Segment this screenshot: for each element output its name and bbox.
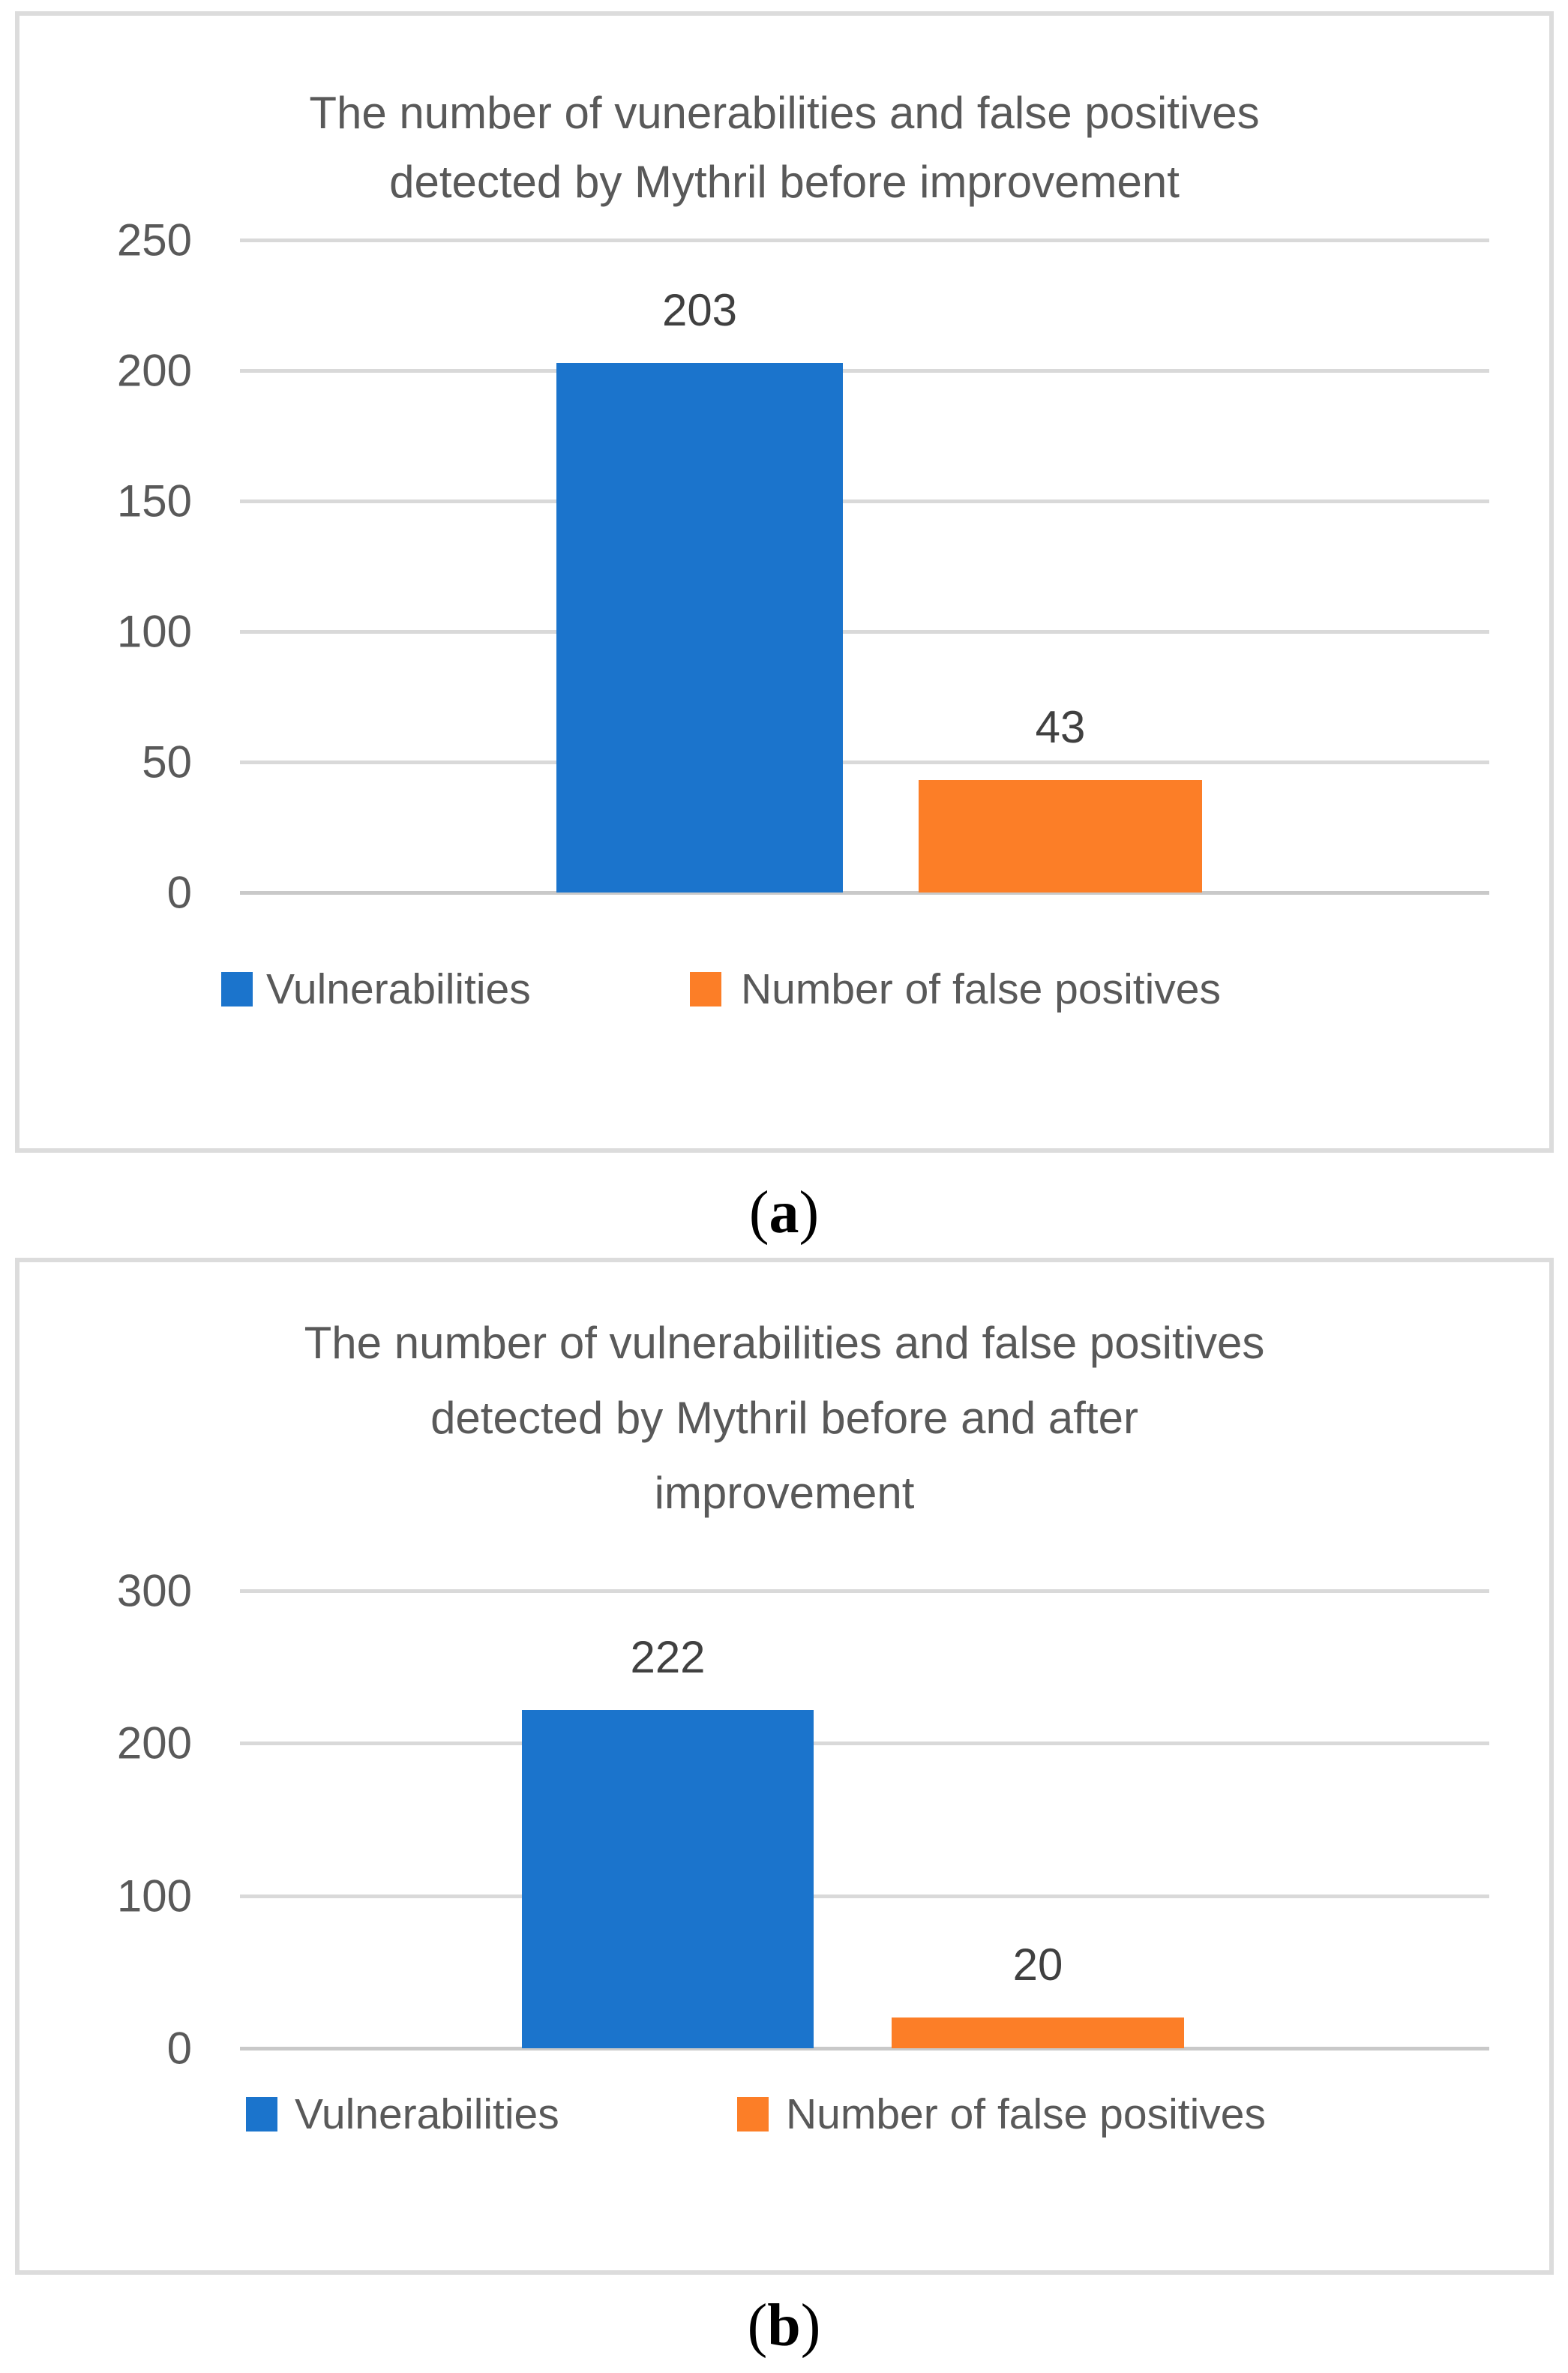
y-tick-label: 0 (166, 867, 192, 918)
legend-label: Vulnerabilities (295, 2090, 559, 2138)
gridline (240, 369, 1489, 373)
plot-area: 0 50 100 150 200 250 203 43 (117, 215, 1489, 918)
y-tick-label: 100 (116, 1870, 192, 1922)
gridline (240, 238, 1489, 242)
data-label: 203 (661, 284, 738, 335)
caption-a: (a) (0, 1179, 1568, 1262)
bar-vulnerabilities (556, 362, 843, 892)
gridline (240, 1894, 1489, 1898)
bar-number-of-false-positives (892, 2018, 1184, 2048)
caption-close-paren: ) (799, 1180, 820, 1246)
y-tick-label: 300 (116, 1565, 192, 1616)
data-label: 20 (1012, 1940, 1063, 1990)
y-tick-label: 0 (166, 2023, 192, 2074)
legend-swatch (737, 2097, 769, 2132)
legend-swatch (246, 2097, 277, 2132)
caption-b: (b) (0, 2292, 1568, 2372)
x-axis-line (240, 2047, 1489, 2050)
chart-title-line: detected by Mythril before and after (430, 1393, 1138, 1443)
caption-close-paren: ) (800, 2293, 821, 2359)
chart-title: The number of vulnerabilities and false … (19, 1306, 1549, 1531)
data-label: 43 (1035, 702, 1086, 753)
y-tick-label: 100 (116, 606, 192, 657)
chart-title-line: The number of vunerabilities and false p… (309, 88, 1260, 138)
caption-open-paren: ( (748, 1180, 769, 1246)
chart-title-line: detected by Mythril before improvement (389, 157, 1180, 207)
plot-area: 0 100 200 300 222 20 (117, 1566, 1489, 2074)
x-axis-line (240, 891, 1489, 895)
legend-label: Number of false positives (741, 965, 1221, 1013)
legend-swatch (221, 972, 253, 1006)
chart-panel-b: The number of vulnerabilities and false … (15, 1258, 1554, 2275)
y-tick-label: 150 (116, 476, 192, 526)
caption-letter: b (767, 2293, 801, 2359)
chart-title-line: improvement (654, 1468, 915, 1518)
caption-open-paren: ( (747, 2293, 768, 2359)
chart-panel-a: The number of vunerabilities and false p… (15, 11, 1554, 1153)
legend-label: Number of false positives (786, 2090, 1266, 2138)
y-tick-label: 200 (116, 1718, 192, 1768)
chart-title-line: The number of vulnerabilities and false … (304, 1318, 1265, 1368)
gridline (240, 760, 1489, 764)
gridline (240, 630, 1489, 634)
legend-label: Vulnerabilities (266, 965, 531, 1013)
legend: Vulnerabilities Number of false positives (19, 966, 1549, 1018)
legend: Vulnerabilities Number of false positives (19, 2091, 1549, 2144)
gridline (240, 500, 1489, 503)
data-label: 222 (630, 1631, 706, 1682)
y-tick-label: 250 (116, 214, 192, 266)
gridline (240, 1742, 1489, 1746)
y-tick-label: 50 (142, 736, 192, 788)
chart-title: The number of vunerabilities and false p… (19, 79, 1549, 217)
y-tick-label: 200 (116, 345, 192, 396)
bar-number-of-false-positives (919, 780, 1202, 892)
bar-vulnerabilities (522, 1709, 814, 2048)
legend-swatch (690, 972, 721, 1006)
gridline (240, 1589, 1489, 1593)
caption-letter: a (769, 1180, 799, 1246)
